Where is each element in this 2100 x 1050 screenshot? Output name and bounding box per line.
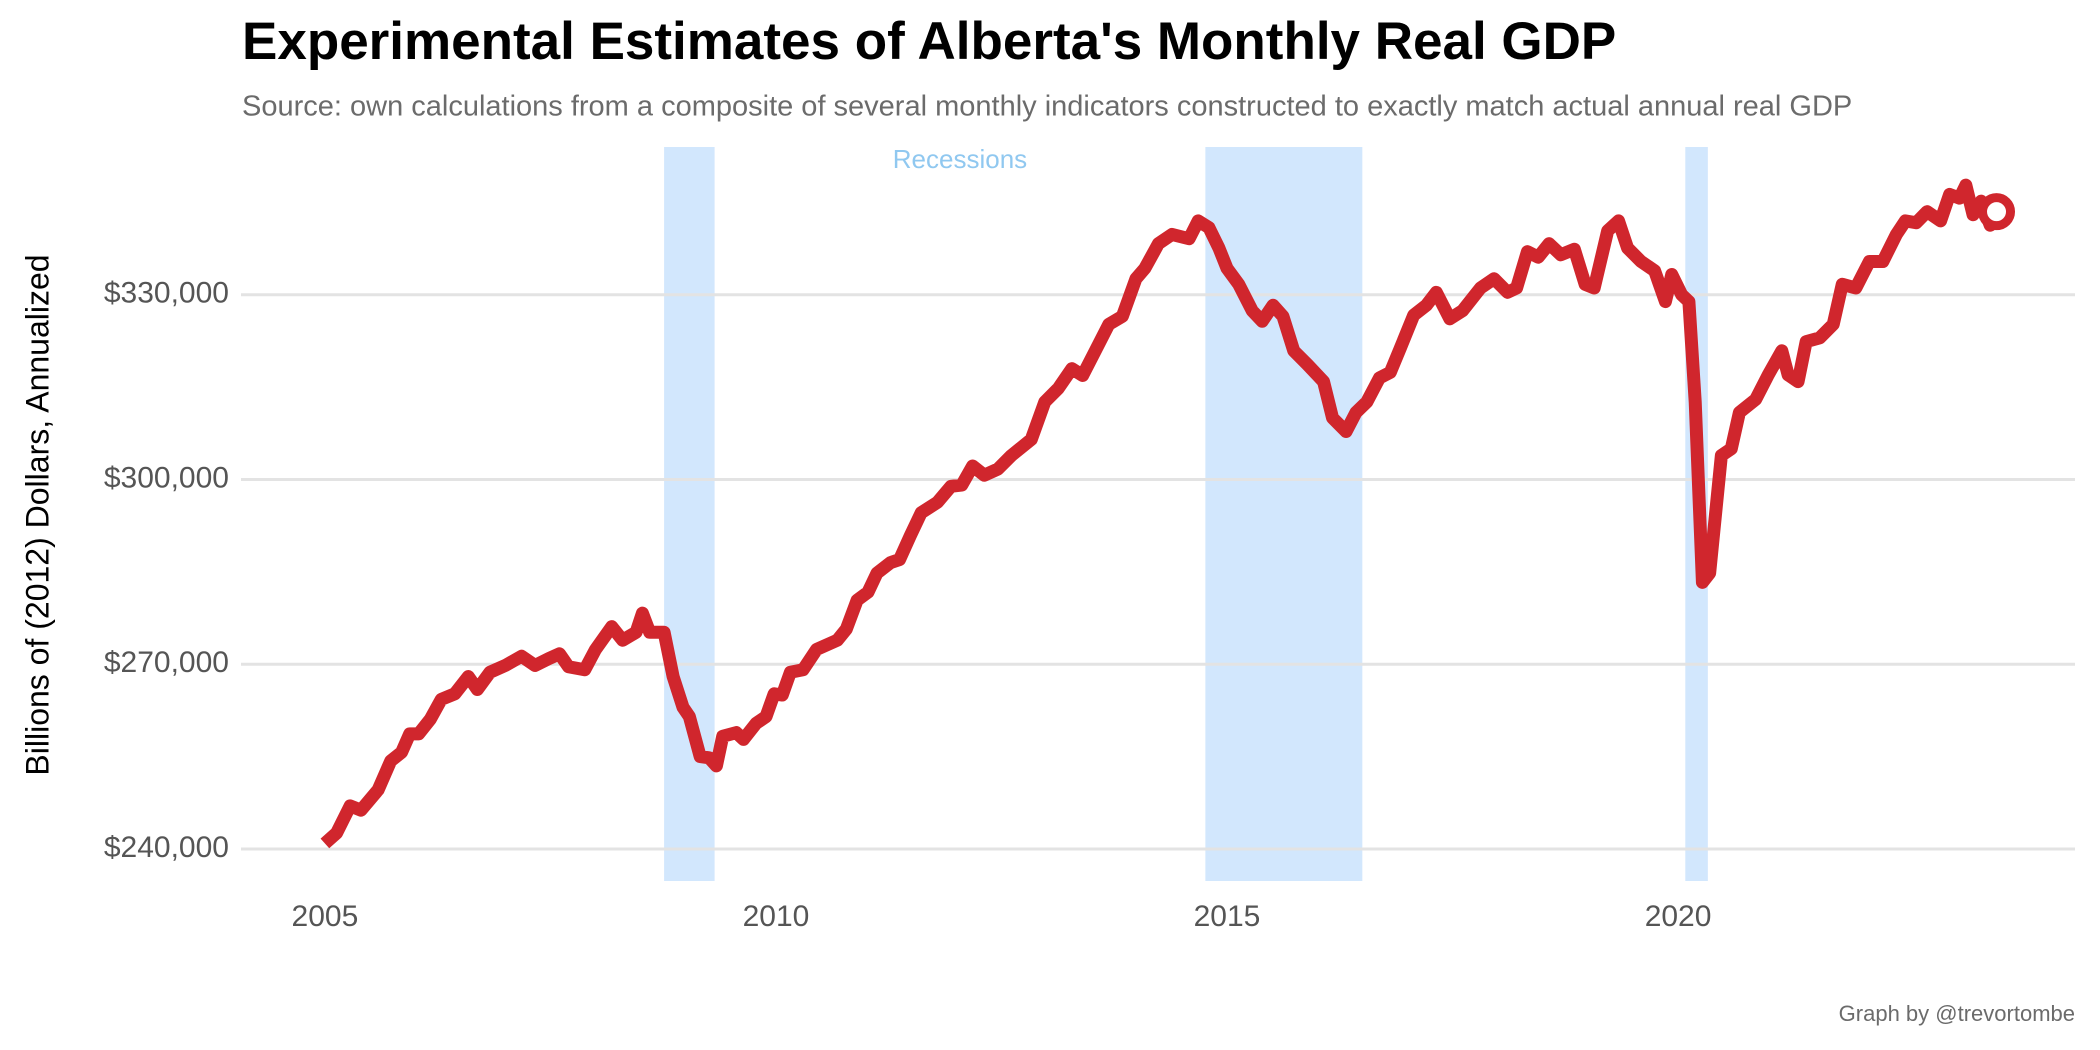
recession-label: Recessions (893, 144, 1027, 174)
data-line (320, 178, 2003, 849)
x-tick-label: 2010 (743, 900, 810, 933)
y-tick-label: $330,000 (104, 277, 229, 310)
x-tick-label: 2020 (1645, 900, 1712, 933)
recession-band (664, 147, 715, 881)
y-tick-label: $270,000 (104, 646, 229, 679)
y-tick-label: $240,000 (104, 831, 229, 864)
y-axis-label: Billions of (2012) Dollars, Annualized (19, 254, 55, 775)
x-tick-label: 2005 (292, 900, 359, 933)
chart-title: Experimental Estimates of Alberta's Mont… (242, 12, 1616, 71)
end-marker (1978, 193, 2016, 231)
chart-subtitle: Source: own calculations from a composit… (242, 91, 1852, 123)
x-tick-label: 2015 (1194, 900, 1261, 933)
caption: Graph by @trevortombe (1839, 1001, 2075, 1026)
y-tick-label: $300,000 (104, 461, 229, 494)
